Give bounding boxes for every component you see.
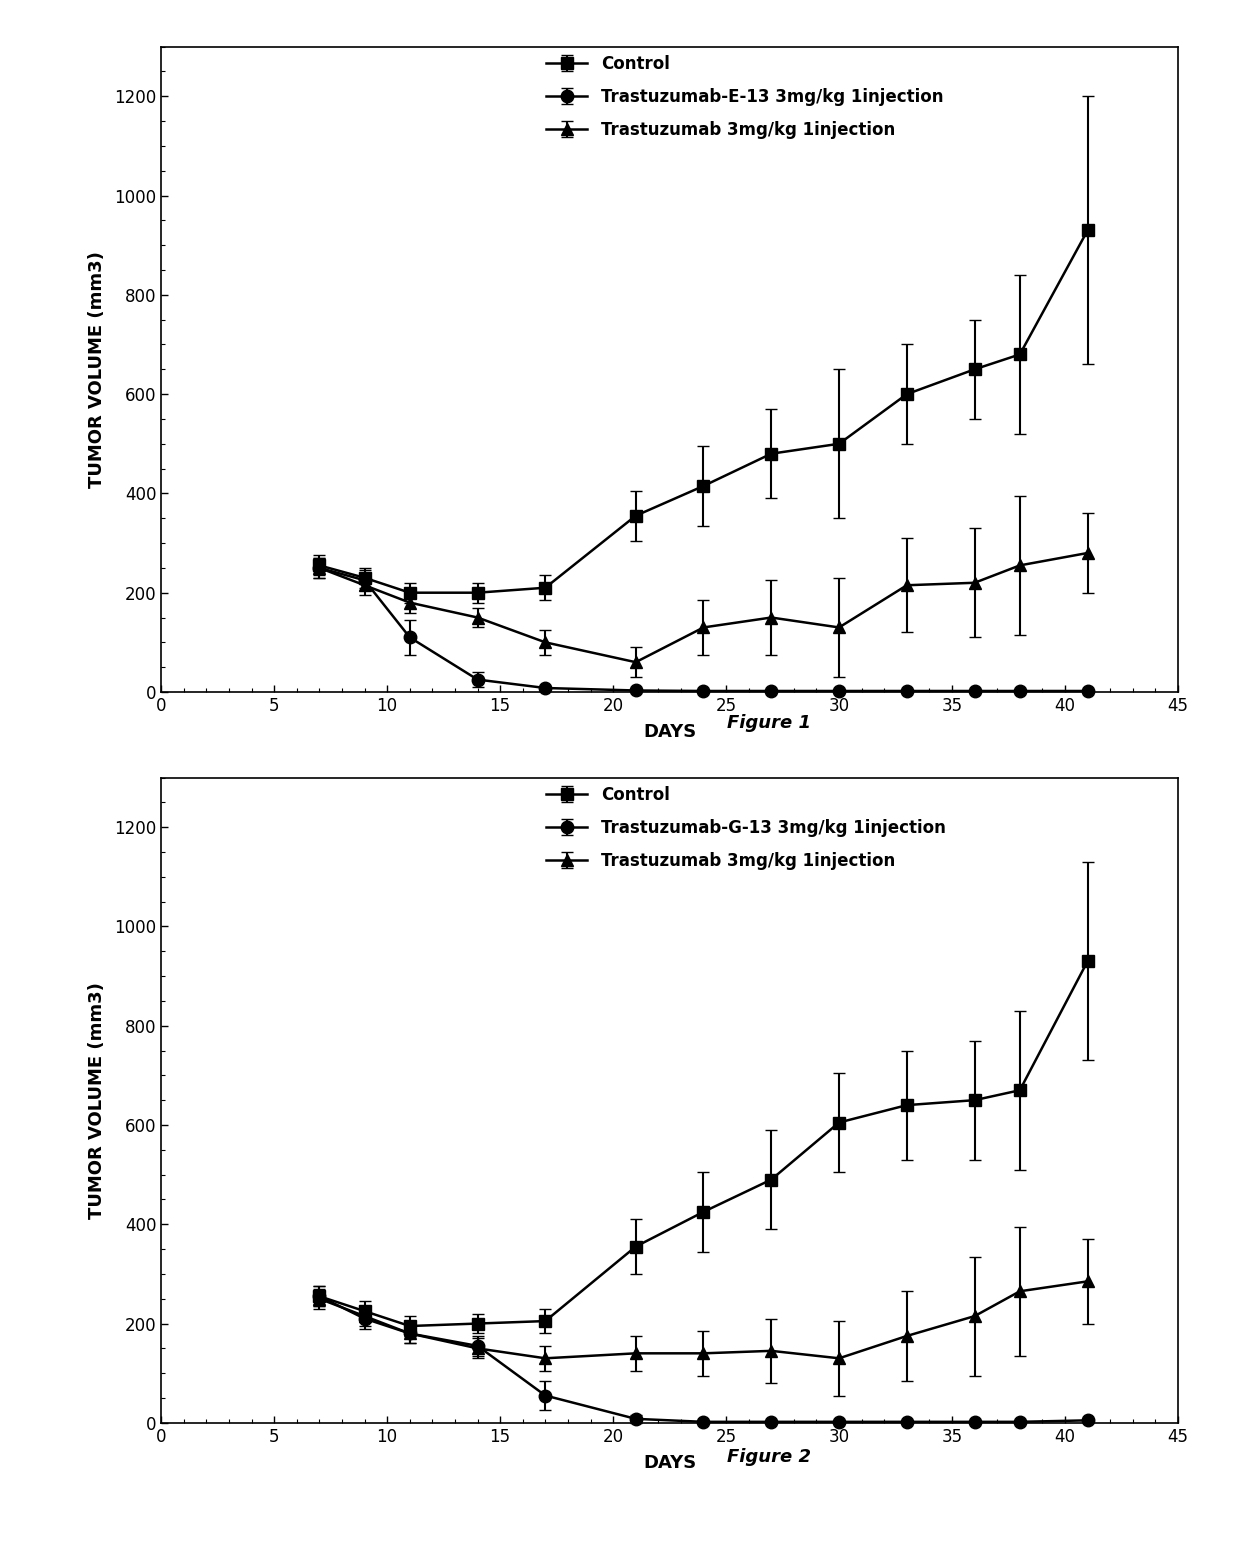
X-axis label: DAYS: DAYS [644, 1454, 696, 1473]
Text: Figure 2: Figure 2 [727, 1448, 811, 1466]
Legend: Control, Trastuzumab-E-13 3mg/kg 1injection, Trastuzumab 3mg/kg 1injection: Control, Trastuzumab-E-13 3mg/kg 1inject… [546, 54, 944, 138]
X-axis label: DAYS: DAYS [644, 723, 696, 742]
Y-axis label: TUMOR VOLUME (mm3): TUMOR VOLUME (mm3) [88, 981, 105, 1219]
Legend: Control, Trastuzumab-G-13 3mg/kg 1injection, Trastuzumab 3mg/kg 1injection: Control, Trastuzumab-G-13 3mg/kg 1inject… [546, 785, 946, 869]
Text: Figure 1: Figure 1 [727, 714, 811, 732]
Y-axis label: TUMOR VOLUME (mm3): TUMOR VOLUME (mm3) [88, 250, 105, 488]
